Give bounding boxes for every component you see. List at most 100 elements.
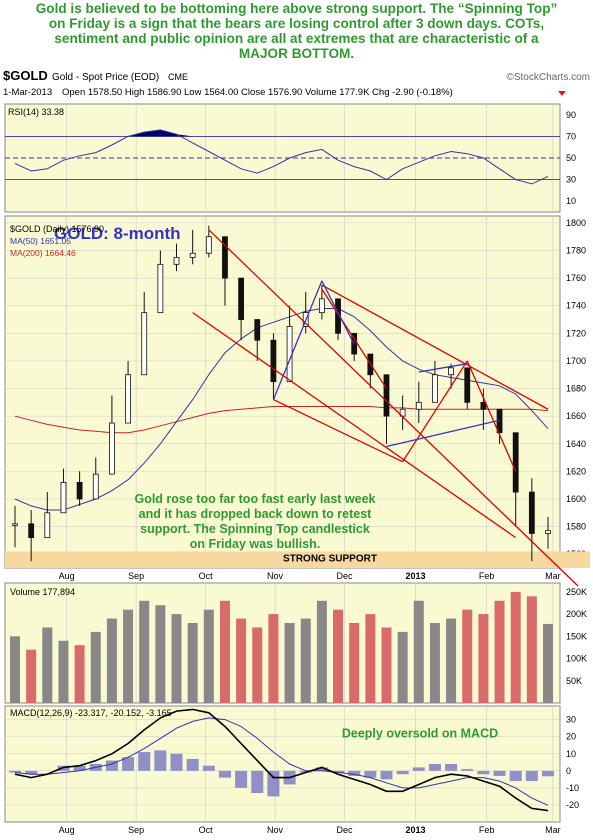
x-tick-label: Dec — [336, 825, 353, 835]
candle-body — [205, 236, 212, 254]
price-y-tick-label: 1780 — [566, 246, 586, 256]
price-y-tick-label: 1720 — [566, 328, 586, 338]
panel-background — [4, 705, 561, 823]
macd-y-tick-label: 20 — [566, 732, 576, 742]
candle-body — [125, 374, 131, 424]
volume-bar — [526, 596, 537, 703]
price-panel: 1800 1780 1760 1740 1720 1700 1680 1660 1640 1620… — [4, 215, 590, 587]
candle-body — [173, 257, 180, 265]
rsi-y-tick-label: 10 — [566, 196, 576, 206]
trendline — [321, 284, 549, 410]
macd-histogram-bar — [267, 770, 280, 797]
macd-histogram-bar — [396, 770, 409, 775]
headline-commentary: Gold is believed to be bottoming here ab… — [0, 0, 593, 62]
triangle-line — [272, 280, 323, 400]
volume-bar — [349, 623, 360, 703]
volume-bar — [187, 623, 198, 703]
triangle-line — [386, 419, 500, 448]
volume-bar — [106, 618, 117, 703]
macd-histogram-bar — [461, 769, 474, 771]
macd-histogram-bar — [202, 765, 215, 771]
macd-histogram-bar — [428, 764, 441, 771]
rsi-y-tick-label: 70 — [566, 131, 576, 141]
chart-symbol: $GOLD — [3, 68, 48, 83]
macd-histogram-bar — [170, 753, 183, 771]
candle-body — [464, 367, 471, 403]
volume-bar — [252, 627, 263, 703]
headline-line: sentiment and public opinion are all at … — [54, 31, 539, 46]
x-tick-label: Mar — [545, 825, 561, 835]
macd-histogram-bar — [542, 770, 554, 777]
price-annotation: and it has dropped back down to retest — [139, 507, 373, 521]
candle-body — [270, 339, 277, 383]
macd-histogram-bar — [348, 770, 361, 776]
candle-body — [318, 298, 325, 314]
volume-bar — [543, 623, 553, 703]
rsi-overbought-fill — [15, 129, 548, 137]
macd-histogram-bar — [509, 770, 522, 782]
price-legend: $GOLD (Daily) 1576.90 — [10, 224, 104, 234]
chart-exchange: CME — [168, 72, 188, 82]
volume-bar — [74, 645, 85, 703]
volume-y-tick-label: 250K — [566, 587, 587, 597]
stockcharts-credit: ©StockCharts.com — [506, 72, 590, 83]
macd-histogram-bar — [73, 765, 86, 771]
macd-histogram-bar — [154, 750, 167, 771]
macd-histogram-bar — [445, 764, 458, 771]
ma50-line — [14, 308, 549, 511]
candle-body — [432, 374, 438, 403]
trendline — [192, 312, 517, 539]
triangle-line — [321, 280, 355, 345]
candle-body — [189, 252, 196, 258]
macd-y-tick-label: 30 — [566, 715, 576, 725]
macd-histogram-bar — [332, 770, 345, 773]
candle-body — [480, 401, 487, 410]
volume-bar — [510, 591, 521, 703]
volume-bar — [123, 609, 134, 703]
macd-y-tick-label: 10 — [566, 749, 576, 759]
macd-y-tick-label: -10 — [566, 783, 579, 793]
price-y-tick-label: 1620 — [566, 466, 586, 476]
support-label: STRONG SUPPORT — [283, 553, 377, 564]
candle-body — [512, 432, 519, 493]
x-tick-label: Sep — [128, 825, 144, 835]
x-tick-label: Sep — [128, 571, 144, 581]
volume-bar — [90, 631, 101, 703]
macd-histogram-bar — [122, 757, 135, 771]
volume-bar — [10, 636, 20, 703]
candle-body — [76, 482, 83, 500]
rsi-y-tick-label: 30 — [566, 175, 576, 185]
candle-body — [545, 530, 551, 534]
candle-body — [528, 491, 535, 534]
candle-body — [254, 319, 261, 341]
macd-annotation: Deeply oversold on MACD — [342, 726, 498, 740]
volume-y-tick-label: 100K — [566, 654, 587, 664]
volume-bar — [365, 614, 376, 703]
trendline — [273, 399, 403, 463]
macd-histogram-bar — [138, 752, 151, 771]
macd-histogram-bar — [105, 760, 118, 771]
candle-body — [383, 374, 390, 417]
triangle-line — [418, 363, 468, 373]
volume-bar — [284, 623, 295, 703]
x-tick-label: Oct — [199, 825, 214, 835]
price-y-tick-label: 1640 — [566, 439, 586, 449]
volume-bar — [462, 609, 473, 703]
macd-histogram-bar — [315, 767, 328, 771]
volume-y-tick-label: 200K — [566, 609, 587, 619]
candle-body — [12, 523, 18, 526]
chart-title: GOLD: 8-month — [54, 224, 181, 243]
candle-body — [60, 482, 67, 514]
volume-y-tick-label: 150K — [566, 631, 587, 641]
price-y-tick-label: 1660 — [566, 411, 586, 421]
volume-bar — [413, 600, 424, 703]
support-band — [5, 551, 590, 568]
macd-y-tick-label: 0 — [566, 766, 571, 776]
x-tick-label: 2013 — [406, 571, 426, 581]
price-y-tick-label: 1580 — [566, 522, 586, 532]
volume-bar — [236, 618, 247, 703]
x-tick-label: Mar — [545, 571, 561, 581]
x-tick-label: Oct — [199, 571, 214, 581]
headline-line: on Friday is a sign that the bears are l… — [48, 16, 545, 31]
